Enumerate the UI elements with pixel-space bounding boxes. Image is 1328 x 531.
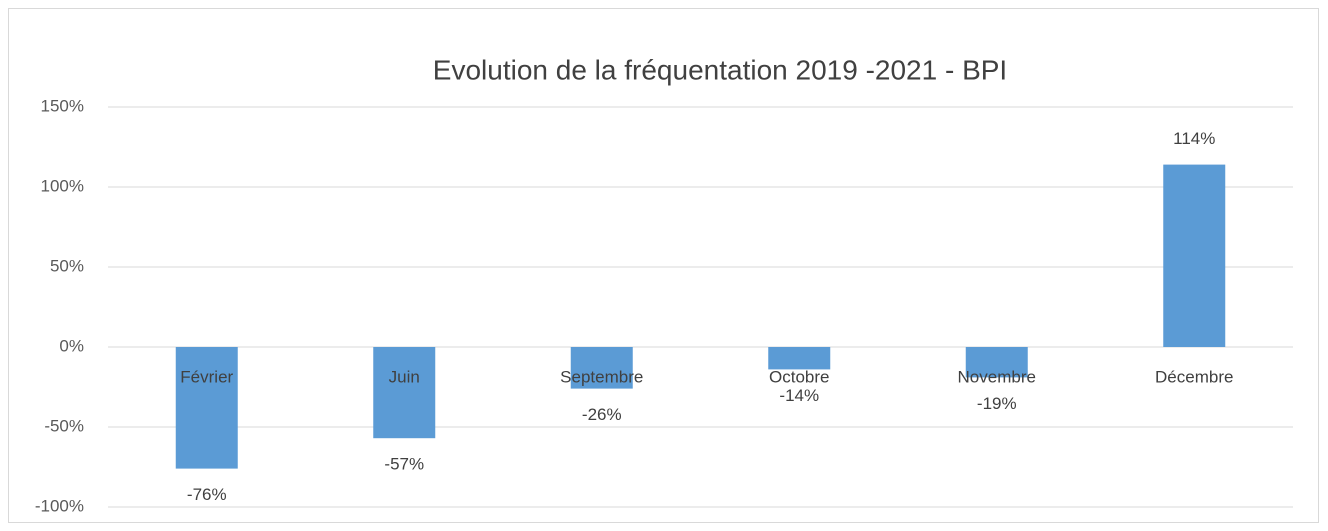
x-tick-label: Novembre [958,367,1036,386]
bar [1163,164,1226,347]
bar [965,347,1028,378]
value-label: -76% [187,485,227,504]
y-tick-label: -50% [44,416,84,435]
value-label: -19% [977,394,1017,413]
y-tick-label: 0% [59,336,84,355]
x-tick-label: Décembre [1155,367,1233,386]
bar [570,347,633,389]
x-tick-label: Septembre [560,367,643,386]
y-tick-label: 150% [41,96,84,115]
bar [768,347,831,370]
bar [373,347,436,439]
y-tick-label: 100% [41,176,84,195]
x-tick-label: Juin [389,367,420,386]
value-label: -14% [779,386,819,405]
value-label: 114% [1173,129,1215,148]
value-label: -57% [384,455,424,474]
value-label: -26% [582,405,622,424]
y-tick-label: -100% [35,496,84,515]
x-tick-label: Octobre [769,367,829,386]
chart-title: Evolution de la fréquentation 2019 -2021… [433,54,1007,85]
y-tick-label: 50% [50,256,84,275]
x-tick-label: Février [180,367,233,386]
bar [175,347,238,469]
